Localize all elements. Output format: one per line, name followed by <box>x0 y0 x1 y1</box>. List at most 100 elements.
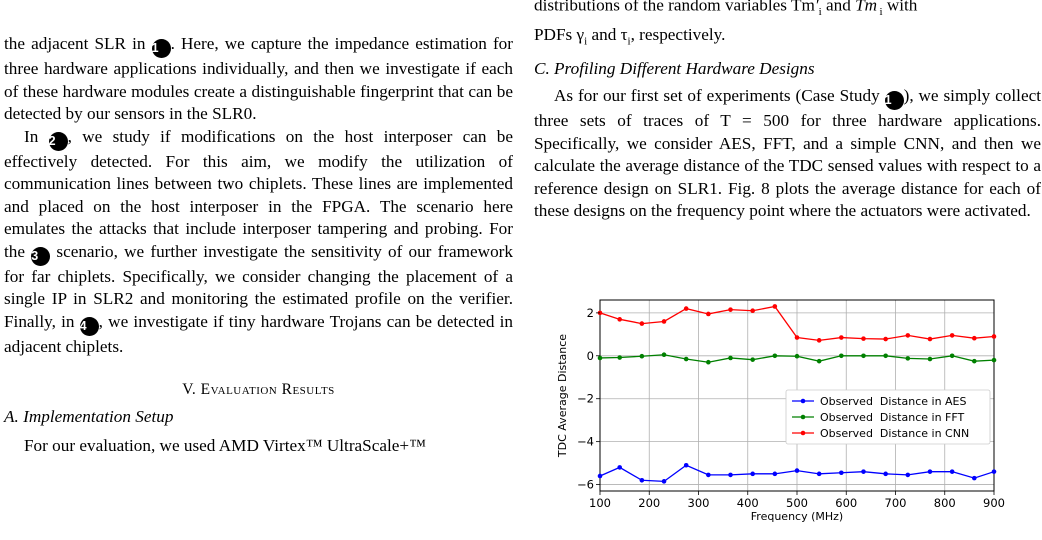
y-tick-label: 0 <box>587 349 594 363</box>
y-tick-label: −2 <box>577 392 594 406</box>
data-point <box>839 470 844 476</box>
data-point <box>927 356 933 362</box>
paragraph-case-studies-2-4: In 2, we study if modifications on the h… <box>4 126 514 356</box>
x-tick-label: 700 <box>885 496 907 510</box>
data-point <box>639 353 645 359</box>
data-point <box>617 465 622 470</box>
data-point <box>839 335 844 340</box>
data-point <box>706 359 711 365</box>
legend-swatch-marker <box>800 414 806 420</box>
x-axis-label: Frequency (MHz) <box>751 510 843 523</box>
x-tick-label: 900 <box>983 496 1005 510</box>
data-point <box>639 321 645 326</box>
marker-4-icon: 4 <box>79 316 99 336</box>
section-title: V. Evaluation Results <box>182 381 335 398</box>
data-point <box>661 479 667 484</box>
legend-swatch-marker <box>800 430 806 436</box>
data-point <box>794 468 800 473</box>
data-point <box>927 336 933 342</box>
data-point <box>706 311 711 317</box>
data-point <box>683 356 689 362</box>
y-axis-label: TDC Average Distance <box>556 334 569 458</box>
subsection-implementation-setup: A. Implementation Setup <box>4 407 174 426</box>
y-tick-label: −6 <box>577 478 594 492</box>
data-point <box>991 469 997 474</box>
distance-chart: 100 200 300 400 500 600 700 800 900 −6 −4 −2 0 2 Freq… <box>556 299 1005 523</box>
data-point <box>905 356 911 361</box>
data-point <box>639 477 645 483</box>
data-point <box>839 353 844 359</box>
legend-label: Observed Distance in AES <box>820 395 967 408</box>
continued-text-2: PDFs γi and τi, respectively. <box>534 24 726 48</box>
x-tick-label: 600 <box>835 496 857 510</box>
data-point <box>972 358 977 364</box>
x-tick-label: 800 <box>934 496 956 510</box>
data-point <box>794 335 800 340</box>
legend-swatch-marker <box>800 398 806 404</box>
paragraph-implementation: For our evaluation, we used AMD Virtex™ … <box>24 436 426 455</box>
data-point <box>883 336 888 342</box>
marker-3-icon: 3 <box>31 246 51 266</box>
marker-1-icon: 1 <box>884 91 904 110</box>
data-point <box>972 475 977 481</box>
data-point <box>949 469 955 474</box>
data-point <box>905 472 911 478</box>
y-tick-label: 2 <box>587 306 594 320</box>
data-point <box>861 353 866 359</box>
marker-1-icon: 1 <box>151 39 171 58</box>
data-point <box>750 357 755 362</box>
data-point <box>816 471 822 477</box>
data-point <box>750 471 755 477</box>
x-tick-label: 200 <box>638 496 660 510</box>
data-point <box>728 472 733 478</box>
data-point <box>661 352 667 358</box>
legend-label: Observed Distance in FFT <box>820 411 964 424</box>
right-column: C. Profiling Different Hardware Designs … <box>534 59 1041 223</box>
paragraph-case-study-1: the adjacent SLR in 1. Here, we capture … <box>4 34 513 123</box>
x-tick-label: 400 <box>737 496 759 510</box>
data-point <box>772 353 778 359</box>
legend-label: Observed Distance in CNN <box>820 427 969 440</box>
data-point <box>927 469 933 474</box>
data-point <box>728 307 733 312</box>
x-tick-label: 500 <box>786 496 808 510</box>
data-point <box>816 338 822 343</box>
data-point <box>597 355 603 361</box>
data-point <box>772 304 778 309</box>
subsection-profiling: C. Profiling Different Hardware Designs <box>534 59 815 78</box>
data-point <box>972 335 977 341</box>
legend-box <box>785 389 991 445</box>
continued-text: distributions of the random variables Tm… <box>534 0 918 19</box>
data-point <box>617 355 622 360</box>
data-point <box>883 471 888 477</box>
paragraph-profiling: As for our first set of experiments (Cas… <box>534 86 1041 220</box>
data-point <box>861 336 866 341</box>
data-point <box>905 333 911 338</box>
left-column: the adjacent SLR in 1. Here, we capture … <box>4 33 513 458</box>
chart-legend: Observed Distance in AES Observed Distanc… <box>785 389 991 445</box>
data-point <box>949 333 955 338</box>
data-point <box>794 353 800 359</box>
data-point <box>617 317 622 322</box>
data-point <box>816 358 822 364</box>
data-point <box>861 469 866 474</box>
marker-2-icon: 2 <box>48 131 68 151</box>
x-tick-label: 300 <box>688 496 710 510</box>
data-point <box>597 473 603 479</box>
data-point <box>683 462 689 468</box>
chart-ticks: 100 200 300 400 500 600 700 800 900 −6 −4 −2 0 2 <box>577 306 1005 510</box>
data-point <box>949 353 955 359</box>
chart-series <box>597 304 997 484</box>
data-point <box>683 306 689 311</box>
y-tick-label: −4 <box>577 435 594 449</box>
data-point <box>883 353 888 359</box>
data-point <box>706 472 711 478</box>
data-point <box>661 319 667 324</box>
x-tick-label: 100 <box>589 496 611 510</box>
right-column-top: distributions of the random variables Tm… <box>534 0 1041 53</box>
data-point <box>772 471 778 477</box>
data-point <box>728 355 733 361</box>
data-point <box>991 334 997 339</box>
data-point <box>750 308 755 314</box>
data-point <box>991 357 997 363</box>
